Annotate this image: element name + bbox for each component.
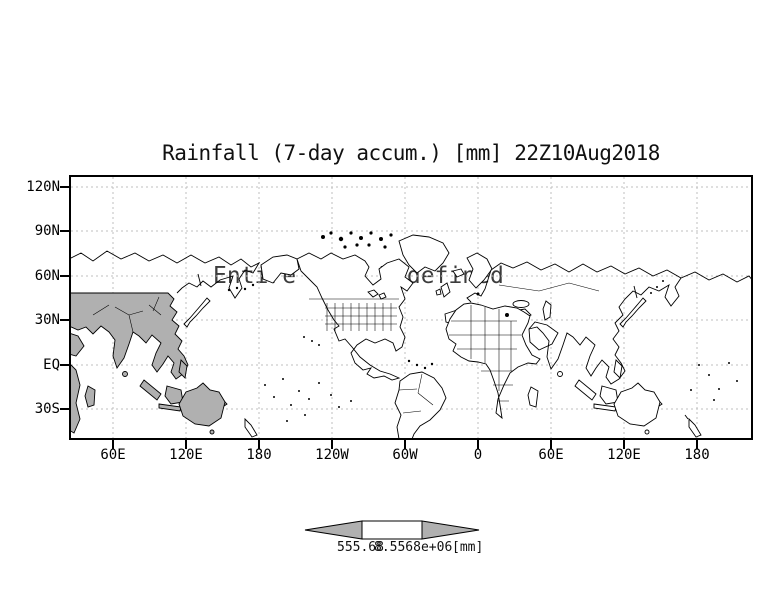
y-axis-label: 90N	[34, 223, 60, 239]
map-frame-border	[69, 175, 753, 440]
x-axis-label: 180	[684, 447, 710, 463]
island-dots	[227, 231, 738, 422]
colorbar-left-arrow	[304, 520, 363, 540]
x-tick	[112, 440, 114, 449]
colorbar-right-arrow	[421, 520, 480, 540]
y-tick	[60, 230, 69, 232]
x-tick	[185, 440, 187, 449]
y-tick	[60, 408, 69, 410]
x-tick	[258, 440, 260, 449]
y-axis-label: 60N	[34, 268, 60, 284]
colorbar-unit: [mm]	[452, 540, 484, 555]
x-axis-label: 120W	[315, 447, 349, 463]
y-tick	[60, 275, 69, 277]
x-tick	[477, 440, 479, 449]
x-axis-label: 180	[246, 447, 272, 463]
y-axis-label: 120N	[26, 179, 60, 195]
x-axis-label: 60E	[538, 447, 564, 463]
y-tick	[60, 319, 69, 321]
coast-polylines	[69, 250, 753, 420]
x-axis-label: 120E	[169, 447, 203, 463]
x-tick	[404, 440, 406, 449]
colorbar	[304, 520, 480, 540]
x-tick	[696, 440, 698, 449]
y-axis-label: EQ	[43, 357, 60, 373]
colorbar-label-right: 8.5568e+06	[374, 540, 453, 555]
x-tick	[331, 440, 333, 449]
y-tick	[60, 364, 69, 366]
x-tick	[623, 440, 625, 449]
x-axis-label: 0	[473, 447, 483, 463]
y-axis-label: 30N	[34, 312, 60, 328]
colorbar-mid-cell	[361, 520, 423, 540]
political-borders	[92, 282, 600, 414]
x-axis-label: 120E	[607, 447, 641, 463]
plot-title: Rainfall (7-day accum.) [mm] 22Z10Aug201…	[162, 141, 660, 165]
coastlines	[183, 234, 702, 440]
shaded-land-region	[69, 292, 228, 435]
y-tick	[60, 186, 69, 188]
x-tick	[550, 440, 552, 449]
x-axis-label: 60E	[100, 447, 126, 463]
colorbar-label-left: 555.68	[337, 540, 384, 555]
x-axis-label: 60W	[392, 447, 418, 463]
world-map-svg	[69, 175, 753, 440]
y-axis-label: 30S	[34, 401, 60, 417]
